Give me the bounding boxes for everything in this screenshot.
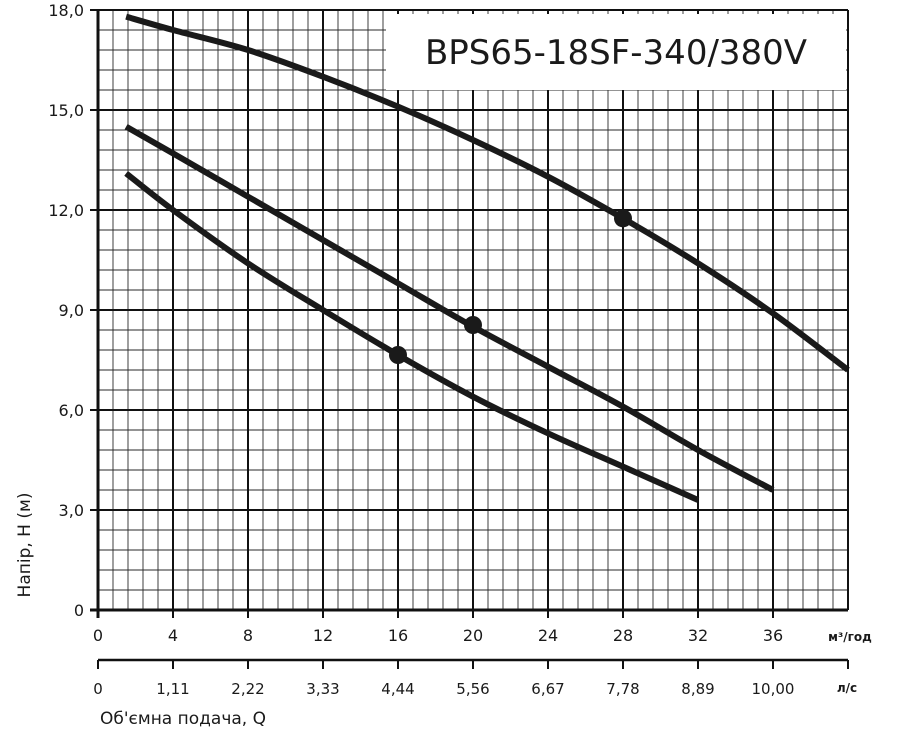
x-tick-label: 8 xyxy=(243,626,253,645)
series-line-1 xyxy=(125,13,850,373)
x-unit-label: м³/год xyxy=(828,630,872,644)
x-axis-label: Об'ємна подача, Q xyxy=(100,709,266,729)
chart-title-box: BPS65-18SF-340/380V xyxy=(386,14,846,90)
x-tick-label: 12 xyxy=(313,626,333,645)
series-line-3 xyxy=(124,170,700,503)
y-tick-label: 0 xyxy=(74,601,84,620)
x-tick-label: 32 xyxy=(688,626,708,645)
y-tick-labels: 0 3,0 6,0 9,0 12,0 15,0 18,0 xyxy=(48,1,84,620)
x2-tick-label: 1,11 xyxy=(156,680,189,698)
duty-point-marker-3 xyxy=(389,346,407,364)
x-tick-label: 36 xyxy=(763,626,783,645)
x2-tick-label: 6,67 xyxy=(531,680,564,698)
chart-title: BPS65-18SF-340/380V xyxy=(425,33,807,73)
x2-tick-label: 7,78 xyxy=(606,680,639,698)
title-background xyxy=(386,14,846,90)
y-tick-label: 3,0 xyxy=(59,501,84,520)
y-tick-label: 15,0 xyxy=(48,101,84,120)
x-tick-label: 28 xyxy=(613,626,633,645)
y-axis-label: Напір, Н (м) xyxy=(15,493,35,598)
x2-tick-label: 10,00 xyxy=(752,680,795,698)
x2-tick-label: 2,22 xyxy=(231,680,264,698)
y-tick-label: 18,0 xyxy=(48,1,84,20)
x-tick-label: 0 xyxy=(93,626,103,645)
performance-curves xyxy=(124,13,850,503)
y-tick-label: 9,0 xyxy=(59,301,84,320)
secondary-x-axis: 0 1,11 2,22 3,33 4,44 5,56 6,67 7,78 8,89 10,00 xyxy=(93,658,849,698)
major-grid xyxy=(98,10,848,610)
x-tick-labels: 0 4 8 12 16 20 24 28 32 36 xyxy=(93,626,783,645)
x-tick-label: 16 xyxy=(388,626,408,645)
x2-tick-label: 4,44 xyxy=(381,680,414,698)
x2-tick-label: 8,89 xyxy=(681,680,714,698)
x-tick-label: 4 xyxy=(168,626,178,645)
duty-point-marker-1 xyxy=(614,209,632,228)
y-tick-label: 12,0 xyxy=(48,201,84,220)
x-tick-label: 20 xyxy=(463,626,483,645)
x2-unit-label: л/с xyxy=(837,681,857,695)
series-line-2 xyxy=(124,124,775,493)
duty-point-marker-2 xyxy=(464,316,482,334)
x2-tick-label: 5,56 xyxy=(456,680,489,698)
x2-tick-label: 0 xyxy=(93,680,103,698)
y-tick-label: 6,0 xyxy=(59,401,84,420)
x-tick-label: 24 xyxy=(538,626,558,645)
axes xyxy=(90,9,849,618)
x2-tick-label: 3,33 xyxy=(306,680,339,698)
